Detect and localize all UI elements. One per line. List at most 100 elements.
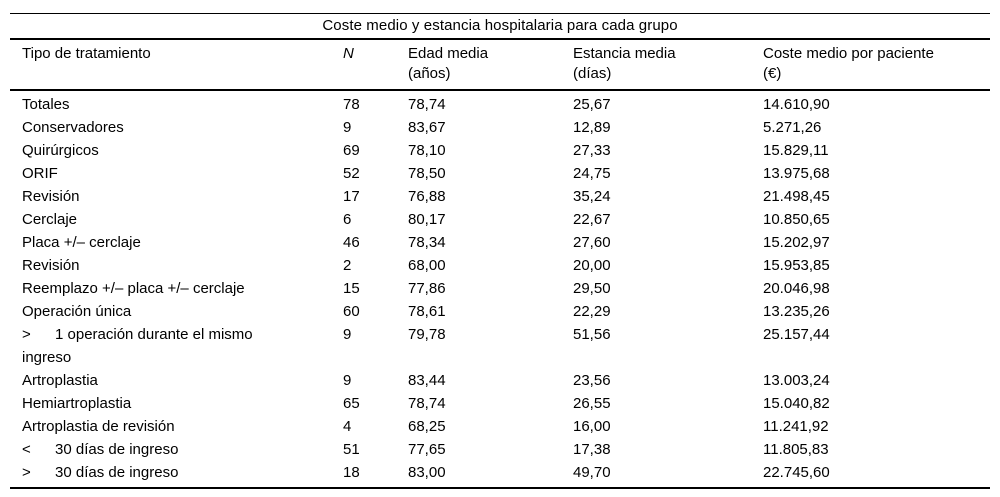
column-header-mean-stay-line2: (días) bbox=[573, 65, 612, 82]
mean-cost-cell: 20.046,98 bbox=[763, 280, 830, 297]
mean-cost-cell: 25.157,44 bbox=[763, 326, 830, 343]
treatment-label: Hemiartroplastia bbox=[22, 395, 132, 412]
mean-cost-cell: 10.850,65 bbox=[763, 211, 830, 228]
mean-age-cell: 77,65 bbox=[408, 441, 446, 458]
mean-stay-cell: 35,24 bbox=[573, 188, 611, 205]
treatment-type-cell: Reemplazo +/– placa +/– cerclaje bbox=[22, 277, 343, 300]
n-cell: 15 bbox=[343, 280, 360, 297]
mean-cost-cell: 13.975,68 bbox=[763, 165, 830, 182]
treatment-label: Conservadores bbox=[22, 119, 124, 136]
n-cell: 6 bbox=[343, 211, 352, 228]
mean-age-cell: 76,88 bbox=[408, 188, 446, 205]
table-row: Revisión 17 76,88 35,24 21.498,45 bbox=[10, 185, 990, 208]
table-row: Reemplazo +/– placa +/– cerclaje 15 77,8… bbox=[10, 277, 990, 300]
table-row: Operación única 60 78,61 22,29 13.235,26 bbox=[10, 300, 990, 323]
column-header-mean-cost-line1: Coste medio por paciente bbox=[763, 45, 934, 62]
table-row: Hemiartroplastia 65 78,74 26,55 15.040,8… bbox=[10, 392, 990, 415]
mean-age-cell: 78,61 bbox=[408, 303, 446, 320]
treatment-label: Revisión bbox=[22, 188, 80, 205]
mean-cost-cell: 15.829,11 bbox=[763, 142, 829, 159]
n-cell: 69 bbox=[343, 142, 360, 159]
n-cell: 51 bbox=[343, 441, 360, 458]
mean-stay-cell: 16,00 bbox=[573, 418, 611, 435]
column-header-treatment-type: Tipo de tratamiento bbox=[22, 44, 343, 84]
table-title: Coste medio y estancia hospitalaria para… bbox=[322, 17, 678, 34]
mean-cost-cell: 11.805,83 bbox=[763, 441, 829, 458]
mean-age-cell: 78,74 bbox=[408, 96, 446, 113]
treatment-label: Totales bbox=[22, 96, 70, 113]
table-bottom-rule bbox=[10, 487, 990, 489]
comparison-symbol: > bbox=[22, 326, 31, 343]
mean-cost-cell: 5.271,26 bbox=[763, 119, 822, 136]
title-bottom-rule bbox=[10, 38, 990, 40]
column-header-mean-age-line2: (años) bbox=[408, 65, 451, 82]
table-row: Quirúrgicos 69 78,10 27,33 15.829,11 bbox=[10, 139, 990, 162]
treatment-type-cell: ORIF bbox=[22, 162, 343, 185]
treatment-label: Artroplastia de revisión bbox=[22, 418, 175, 435]
mean-stay-cell: 22,29 bbox=[573, 303, 611, 320]
column-header-mean-age-line1: Edad media bbox=[408, 45, 489, 62]
table-row: >30 días de ingreso 18 83,00 49,70 22.74… bbox=[10, 461, 990, 484]
treatment-label: Placa +/– cerclaje bbox=[22, 234, 141, 251]
treatment-type-cell: Placa +/– cerclaje bbox=[22, 231, 343, 254]
n-cell: 9 bbox=[343, 326, 352, 343]
treatment-type-cell: Totales bbox=[22, 93, 343, 116]
mean-age-cell: 78,50 bbox=[408, 165, 446, 182]
cost-stay-table: Coste medio y estancia hospitalaria para… bbox=[10, 13, 990, 489]
table-row: ORIF 52 78,50 24,75 13.975,68 bbox=[10, 162, 990, 185]
mean-stay-cell: 24,75 bbox=[573, 165, 611, 182]
treatment-type-cell: Cerclaje bbox=[22, 208, 343, 231]
column-header-n: N bbox=[343, 44, 408, 84]
mean-stay-cell: 49,70 bbox=[573, 464, 611, 481]
mean-cost-cell: 22.745,60 bbox=[763, 464, 830, 481]
column-header-mean-cost-line2: (€) bbox=[763, 65, 782, 82]
n-cell: 9 bbox=[343, 372, 352, 389]
column-header-mean-age: Edad media (años) bbox=[408, 44, 573, 84]
table-row: Placa +/– cerclaje 46 78,34 27,60 15.202… bbox=[10, 231, 990, 254]
treatment-type-cell: Artroplastia bbox=[22, 369, 343, 392]
mean-stay-cell: 51,56 bbox=[573, 326, 611, 343]
treatment-label: 30 días de ingreso bbox=[55, 464, 179, 481]
mean-stay-cell: 27,33 bbox=[573, 142, 611, 159]
treatment-label: 30 días de ingreso bbox=[55, 441, 179, 458]
table-header-row: Tipo de tratamiento N Edad media (años) … bbox=[10, 40, 990, 89]
mean-stay-cell: 26,55 bbox=[573, 395, 611, 412]
treatment-label: Cerclaje bbox=[22, 211, 78, 228]
header-bottom-rule bbox=[10, 89, 990, 91]
mean-age-cell: 83,44 bbox=[408, 372, 446, 389]
mean-age-cell: 79,78 bbox=[408, 326, 446, 343]
table-row: <30 días de ingreso 51 77,65 17,38 11.80… bbox=[10, 438, 990, 461]
treatment-type-cell: Conservadores bbox=[22, 116, 343, 139]
mean-age-cell: 68,25 bbox=[408, 418, 446, 435]
n-cell: 18 bbox=[343, 464, 360, 481]
column-header-mean-cost: Coste medio por paciente (€) bbox=[763, 44, 990, 84]
treatment-label-line2: ingreso bbox=[22, 349, 72, 366]
treatment-type-cell: <30 días de ingreso bbox=[22, 438, 343, 461]
n-cell: 78 bbox=[343, 96, 360, 113]
n-cell: 52 bbox=[343, 165, 360, 182]
treatment-label: Quirúrgicos bbox=[22, 142, 99, 159]
mean-cost-cell: 15.040,82 bbox=[763, 395, 830, 412]
mean-cost-cell: 13.235,26 bbox=[763, 303, 830, 320]
n-cell: 60 bbox=[343, 303, 360, 320]
treatment-label: Revisión bbox=[22, 257, 80, 274]
column-header-n-label: N bbox=[343, 45, 354, 62]
table-row: Totales 78 78,74 25,67 14.610,90 bbox=[10, 93, 990, 116]
treatment-label: ORIF bbox=[22, 165, 58, 182]
treatment-type-cell: Revisión bbox=[22, 254, 343, 277]
mean-cost-cell: 15.202,97 bbox=[763, 234, 830, 251]
mean-cost-cell: 13.003,24 bbox=[763, 372, 830, 389]
n-cell: 46 bbox=[343, 234, 360, 251]
comparison-symbol: < bbox=[22, 441, 31, 458]
treatment-label: Reemplazo +/– placa +/– cerclaje bbox=[22, 280, 245, 297]
mean-stay-cell: 22,67 bbox=[573, 211, 611, 228]
n-cell: 9 bbox=[343, 119, 352, 136]
mean-cost-cell: 14.610,90 bbox=[763, 96, 830, 113]
mean-age-cell: 78,74 bbox=[408, 395, 446, 412]
mean-stay-cell: 23,56 bbox=[573, 372, 611, 389]
table-row: Artroplastia de revisión 4 68,25 16,00 1… bbox=[10, 415, 990, 438]
mean-stay-cell: 25,67 bbox=[573, 96, 611, 113]
column-header-mean-stay-line1: Estancia media bbox=[573, 45, 676, 62]
treatment-label: Artroplastia bbox=[22, 372, 98, 389]
n-cell: 65 bbox=[343, 395, 360, 412]
